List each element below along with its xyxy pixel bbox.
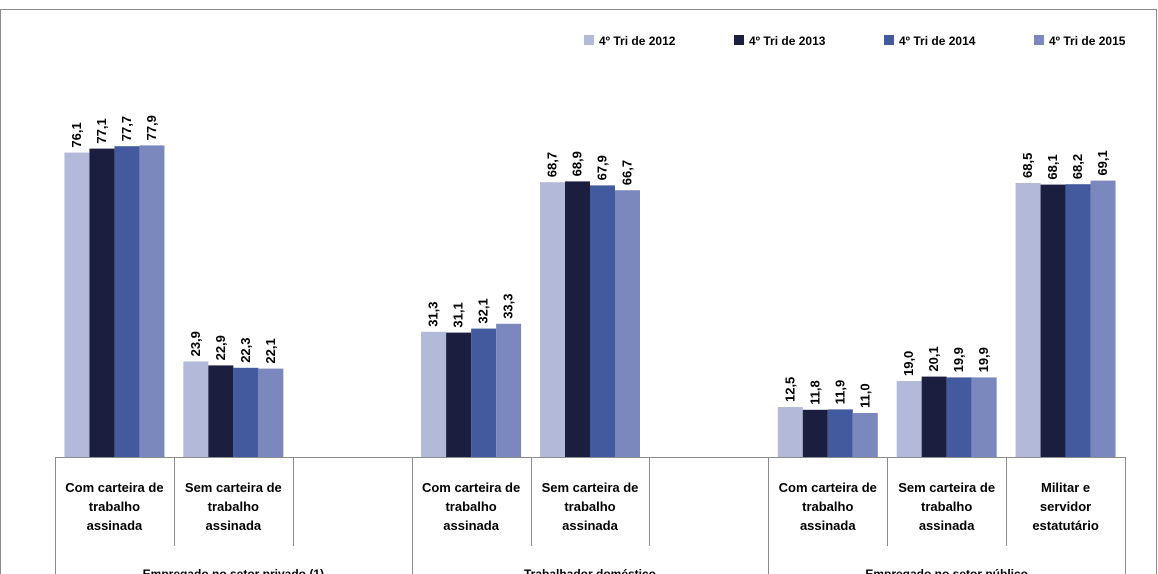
bar: [114, 146, 140, 457]
bar: [233, 367, 259, 457]
bar: [471, 328, 497, 457]
x-tick-label: Sem carteira de: [185, 480, 282, 495]
legend-label: 4º Tri de 2014: [899, 34, 976, 48]
data-label: 68,1: [1045, 154, 1060, 179]
bar: [1015, 183, 1041, 457]
x-tick-label: trabalho: [921, 499, 972, 514]
bar: [615, 190, 640, 457]
bar: [496, 323, 522, 457]
legend-label: 4º Tri de 2013: [749, 34, 826, 48]
legend-swatch: [884, 35, 894, 45]
data-label: 67,9: [595, 155, 610, 180]
x-tick-label: assinada: [800, 518, 856, 533]
data-label: 69,1: [1095, 150, 1110, 175]
x-tick-label: trabalho: [564, 499, 615, 514]
x-tick-label: trabalho: [445, 499, 496, 514]
bar: [896, 381, 922, 457]
x-tick-label: trabalho: [802, 499, 853, 514]
x-tick-label: estatutário: [1032, 518, 1099, 533]
bar: [827, 409, 853, 457]
legend-swatch: [734, 35, 744, 45]
x-group-label: Trabalhador doméstico: [524, 567, 656, 574]
bar: [208, 365, 234, 457]
bar: [446, 332, 472, 457]
data-label: 77,1: [94, 118, 109, 143]
data-label: 23,9: [188, 331, 203, 356]
x-tick-label: assinada: [562, 518, 618, 533]
bar: [64, 152, 90, 457]
data-label: 66,7: [620, 160, 635, 185]
x-group-label: Empregado no setor público: [865, 567, 1028, 574]
data-label: 68,2: [1070, 154, 1085, 179]
x-tick-label: Com carteira de: [65, 480, 163, 495]
x-tick-label: servidor: [1040, 499, 1091, 514]
bar: [1040, 184, 1066, 457]
legend-label: 4º Tri de 2012: [599, 34, 676, 48]
data-label: 32,1: [476, 298, 491, 323]
data-label: 22,9: [213, 335, 228, 360]
data-label: 68,5: [1020, 153, 1035, 178]
data-label: 31,3: [426, 301, 441, 326]
x-tick-label: assinada: [206, 518, 262, 533]
x-tick-label: Militar e: [1041, 480, 1090, 495]
x-tick-label: Sem carteira de: [898, 480, 995, 495]
x-tick-label: Sem carteira de: [542, 480, 639, 495]
bar: [921, 376, 947, 457]
data-label: 77,9: [144, 115, 159, 140]
bar: [89, 148, 115, 457]
data-label: 11,8: [807, 380, 822, 405]
bar: [852, 413, 878, 457]
bar: [777, 407, 803, 457]
legend-swatch: [1034, 35, 1044, 45]
x-tick-label: Com carteira de: [422, 480, 520, 495]
data-label: 33,3: [501, 293, 516, 318]
x-tick-label: assinada: [443, 518, 499, 533]
x-tick-label: Com carteira de: [779, 480, 877, 495]
bar: [139, 145, 165, 457]
bar: [258, 368, 284, 457]
x-tick-label: assinada: [87, 518, 143, 533]
data-label: 31,1: [451, 302, 466, 327]
data-label: 19,0: [901, 351, 916, 376]
legend-swatch: [584, 35, 594, 45]
data-label: 11,9: [832, 380, 847, 405]
bar: [1090, 180, 1116, 457]
data-label: 22,1: [263, 338, 278, 363]
bar: [183, 361, 209, 457]
data-label: 19,9: [976, 347, 991, 372]
x-tick-label: assinada: [919, 518, 975, 533]
x-group-label: Empregado no setor privado (1): [143, 567, 324, 574]
bar: [946, 377, 972, 457]
data-label: 11,0: [857, 383, 872, 408]
bar: [590, 185, 615, 457]
data-label: 77,7: [119, 116, 134, 141]
x-tick-label: trabalho: [208, 499, 259, 514]
data-label: 76,1: [69, 122, 84, 147]
data-label: 68,7: [545, 152, 560, 177]
bar: [565, 181, 590, 457]
chart-frame: [0, 9, 1157, 574]
data-label: 12,5: [782, 377, 797, 402]
data-label: 68,9: [570, 151, 585, 176]
bar: [971, 377, 997, 457]
bar: [421, 331, 447, 457]
data-label: 20,1: [926, 346, 941, 371]
bar: [540, 182, 565, 457]
legend-label: 4º Tri de 2015: [1049, 34, 1126, 48]
data-label: 22,3: [238, 337, 253, 362]
data-label: 19,9: [951, 347, 966, 372]
x-tick-label: trabalho: [89, 499, 140, 514]
bar: [1065, 184, 1091, 457]
bar: [802, 409, 828, 457]
